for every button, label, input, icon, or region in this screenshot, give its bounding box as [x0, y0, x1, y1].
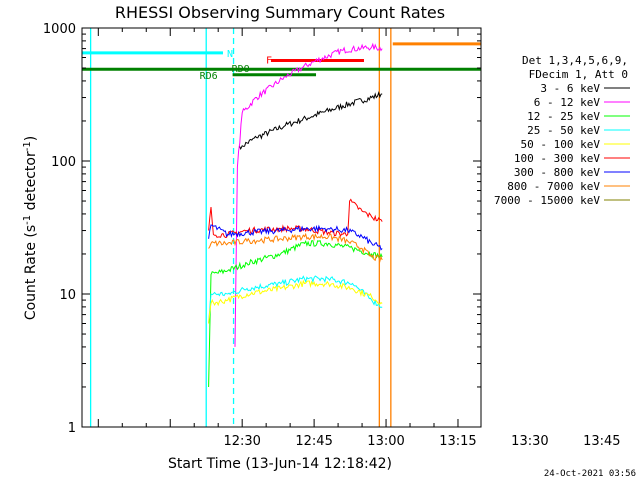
- legend-entry-7: 800 - 7000 keV: [507, 180, 600, 193]
- status-bars: [82, 42, 481, 77]
- legend-header-1: Det 1,3,4,5,6,9,: [522, 54, 628, 67]
- legend-entry-1: 6 - 12 keV: [534, 96, 601, 109]
- legend-entry-0: 3 - 6 keV: [540, 82, 600, 95]
- series-line-5-0: [208, 198, 383, 239]
- x-tick-label-1: 12:45: [295, 434, 332, 449]
- x-tick-label-5: 13:45: [583, 434, 620, 449]
- status-bar-label-3: RD6: [200, 71, 218, 82]
- series-line-7-1: [508, 229, 566, 258]
- series-line-4-1: [508, 279, 566, 310]
- status-bar-labels: N F RDO RD6: [200, 49, 272, 82]
- series-line-7-0: [208, 232, 383, 264]
- legend-header-2: FDecim 1, Att 0: [529, 68, 628, 81]
- y-axis-label: Count Rate (s-1 detector-1): [22, 136, 39, 320]
- x-tick-label-0: 12:30: [223, 434, 260, 449]
- footer-timestamp: 24-Oct-2021 03:56: [544, 469, 636, 479]
- y-axis-ticks: 1 10 100 1000: [43, 22, 481, 436]
- series-line-2-1: [508, 283, 566, 347]
- status-bar-label-1: F: [266, 55, 272, 66]
- legend-entry-3: 25 - 50 keV: [527, 124, 600, 137]
- series-line-6-0: [208, 224, 383, 251]
- series-line-2-0: [208, 240, 383, 388]
- legend-entry-4: 50 - 100 keV: [521, 138, 601, 151]
- x-axis-ticks: 12:30 12:45 13:00 13:15 13:30 13:45: [97, 28, 621, 449]
- status-bar-label-0: N: [227, 49, 233, 60]
- y-tick-label-0: 1: [68, 421, 76, 436]
- legend-entry-2: 12 - 25 keV: [527, 110, 600, 123]
- legend-entry-6: 300 - 800 keV: [514, 166, 600, 179]
- plot-frame: [81, 27, 482, 428]
- legend-entry-8: 7000 - 15000 keV: [494, 194, 600, 207]
- series-line-6-1: [508, 212, 566, 249]
- y-tick-label-1: 10: [59, 288, 76, 303]
- status-bar-label-2: RDO: [232, 64, 250, 75]
- chart-title: RHESSI Observing Summary Count Rates: [115, 3, 445, 22]
- y-tick-label-3: 1000: [43, 22, 76, 37]
- x-tick-label-4: 13:30: [511, 434, 548, 449]
- series-line-3-0: [208, 275, 383, 324]
- series-lines: [208, 42, 566, 388]
- legend: Det 1,3,4,5,6,9,FDecim 1, Att 03 - 6 keV…: [494, 54, 630, 207]
- series-line-1-0: [234, 42, 383, 347]
- x-axis-label: Start Time (13-Jun-14 12:18:42): [168, 456, 392, 472]
- x-tick-label-3: 13:15: [439, 434, 476, 449]
- series-line-3-1: [508, 269, 566, 302]
- series-line-0-0: [238, 91, 383, 150]
- series-line-4-0: [208, 279, 383, 324]
- y-tick-label-2: 100: [51, 155, 76, 170]
- x-tick-label-2: 13:00: [367, 434, 404, 449]
- legend-entry-5: 100 - 300 keV: [514, 152, 600, 165]
